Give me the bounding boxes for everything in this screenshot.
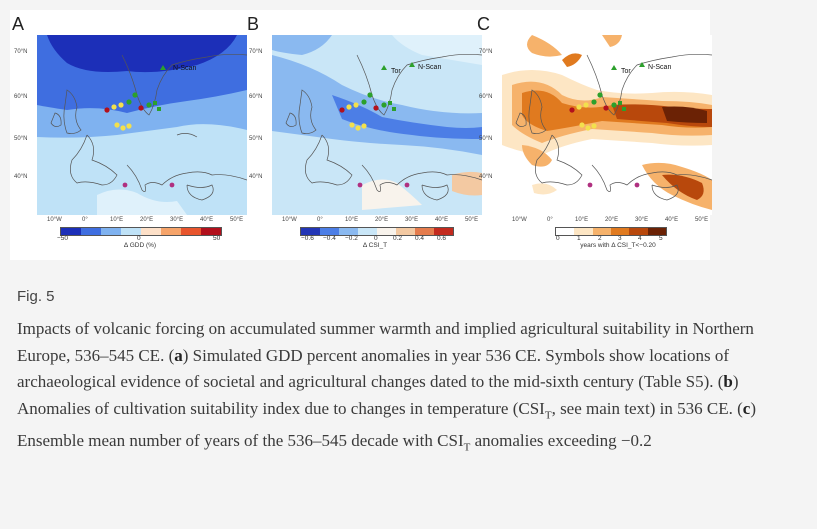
panel-b: B (245, 10, 482, 260)
map-label-n-scan: N-Scan (648, 64, 672, 71)
colorbar-a (60, 227, 222, 236)
colorbar-tick: 4 (638, 235, 642, 242)
lat-label: 50°N (249, 136, 263, 142)
panel-c: C (475, 10, 712, 260)
lat-label: 40°N (14, 174, 28, 180)
lat-label: 60°N (479, 94, 493, 100)
lon-label: 50°E (465, 217, 479, 223)
figure-caption: Impacts of volcanic forcing on accumulat… (17, 316, 777, 461)
colorbar-title: Δ CSI_T (362, 242, 388, 249)
lon-label: 30°E (635, 217, 649, 223)
lon-label: 40°E (200, 217, 214, 223)
colorbar-tick: 0 (556, 235, 560, 242)
lon-label: 10°E (575, 217, 589, 223)
lat-label: 40°N (479, 174, 493, 180)
colorbar-tick: 2 (598, 235, 602, 242)
colorbar-b (300, 227, 454, 236)
caption-text: ) Ensemble mean number of years of the 5… (17, 398, 756, 451)
caption-subscript: T (463, 441, 471, 454)
lat-label: 70°N (479, 49, 493, 55)
lon-label: 10°E (110, 217, 124, 223)
lon-label: 30°E (405, 217, 419, 223)
panel-a-map (37, 35, 247, 215)
lon-label: 10°E (345, 217, 359, 223)
lon-label: 10°W (47, 217, 62, 223)
panel-a-label: A (12, 14, 25, 34)
figure-5: A (10, 10, 712, 260)
colorbar-tick: −0.4 (323, 235, 336, 242)
lon-label: 0° (317, 217, 323, 223)
colorbar-tick: 0.2 (393, 235, 403, 242)
lon-label: 20°E (140, 217, 154, 223)
caption-text: Impacts of volcanic forcing on accumulat… (17, 319, 754, 365)
colorbar-tick: 5 (659, 235, 663, 242)
colorbar-tick: 3 (618, 235, 622, 242)
caption-text: , see main text) in 536 CE. ( (551, 398, 743, 418)
lat-label: 70°N (14, 49, 28, 55)
panel-b-label: B (247, 14, 260, 34)
colorbar-tick: 50 (213, 235, 221, 242)
panel-a: A (10, 10, 247, 260)
lon-label: 0° (82, 217, 88, 223)
colorbar-tick: 0 (374, 235, 378, 242)
figure-label: Fig. 5 (17, 288, 55, 305)
caption-text: ) Simulated GDD percent anomalies in yea… (17, 345, 730, 392)
lon-label: 0° (547, 217, 553, 223)
lat-label: 50°N (479, 136, 493, 142)
map-label-tor: Tor (391, 68, 401, 75)
panel-c-label: C (477, 14, 490, 34)
colorbar-tick: −50 (57, 235, 69, 242)
colorbar-tick: 1 (577, 235, 581, 242)
map-label-n-scan: N-Scan (418, 64, 442, 71)
lon-label: 10°W (282, 217, 297, 223)
lat-label: 50°N (14, 136, 28, 142)
lon-label: 30°E (170, 217, 184, 223)
lat-label: 70°N (249, 49, 263, 55)
lat-label: 40°N (249, 174, 263, 180)
caption-panel-ref: b (723, 372, 733, 391)
colorbar-tick: 0.6 (437, 235, 447, 242)
caption-text: anomalies exceeding −0.2 (470, 431, 652, 451)
lon-label: 10°W (512, 217, 527, 223)
lon-label: 50°E (230, 217, 244, 223)
caption-text: ) Anomalies of cultivation suitability i… (17, 372, 739, 418)
caption-panel-ref: a (174, 345, 183, 365)
colorbar-title: years with Δ CSI_T<−0.20 (580, 242, 656, 249)
lon-label: 40°E (435, 217, 449, 223)
colorbar-tick: −0.6 (301, 235, 314, 242)
map-label-tor: Tor (621, 68, 631, 75)
colorbar-c (555, 227, 667, 236)
lon-label: 40°E (665, 217, 679, 223)
colorbar-tick: −0.2 (345, 235, 358, 242)
colorbar-tick: 0.4 (415, 235, 425, 242)
lon-label: 20°E (375, 217, 389, 223)
lat-label: 60°N (14, 94, 28, 100)
panel-c-map (502, 35, 712, 215)
caption-panel-ref: c (742, 398, 751, 418)
panel-b-map (272, 35, 482, 215)
lat-label: 60°N (249, 94, 263, 100)
lon-label: 20°E (605, 217, 619, 223)
map-label-n-scan: N-Scan (173, 65, 197, 72)
caption-subscript: T (544, 408, 552, 421)
colorbar-title: Δ GDD (%) (123, 242, 157, 249)
lon-label: 50°E (695, 217, 709, 223)
colorbar-tick: 0 (137, 235, 141, 242)
